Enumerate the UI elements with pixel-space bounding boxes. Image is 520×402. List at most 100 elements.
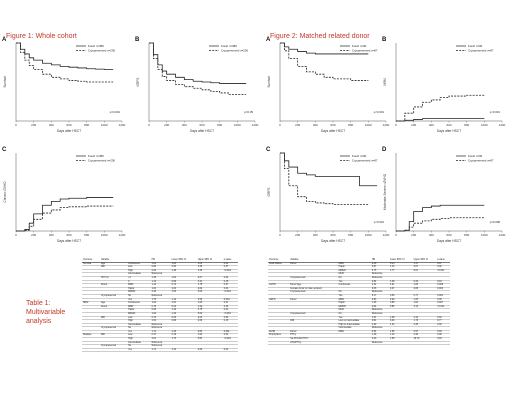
x-tick-label: 800 [464, 123, 469, 127]
table-cell: 0.04 [436, 330, 450, 335]
table-cell: MMUD [337, 269, 371, 274]
table-cell [222, 272, 238, 277]
table-cell [337, 333, 371, 339]
x-tick-label: 1000 [101, 123, 108, 127]
table-cell: Graft Failure [268, 262, 290, 267]
table-cell: Low vs Intermediate [337, 319, 371, 324]
table-cell: <0.001 [436, 269, 450, 274]
table-cell: Haplo [337, 265, 371, 270]
table-row: High vs Intermediate 1.52 1.34 2.35 0.02 [268, 323, 450, 328]
table-cell: 0.76 [150, 316, 171, 321]
table-cell: 0.15 [222, 280, 238, 285]
table-cell [289, 272, 338, 277]
x-axis-label: Days after HSCT [190, 129, 214, 133]
table-cell [268, 287, 290, 292]
table-row: GRFS Donor MRD 0.83 0.60 1.25 0.45 [268, 298, 450, 303]
table-cell: Survival [82, 262, 100, 267]
table-cell: No [127, 344, 151, 349]
panel-letter: B [382, 37, 387, 43]
table-cell [82, 298, 100, 303]
x-tick-label: 600 [199, 123, 204, 127]
x-tick-label: 1000 [234, 123, 241, 127]
table-cell [99, 272, 128, 277]
table-cell: Reference [370, 326, 389, 331]
table-row: HCT-CI ≥3 1.46 1.02 2.07 0.04 [82, 276, 238, 281]
table-cell: 2.04 [370, 305, 389, 310]
table-cell [196, 341, 223, 346]
table-row: Yes 1.71 1.12 2.60 0.01 [82, 348, 238, 353]
table-cell: 0.56 [388, 301, 413, 306]
table-cell: 1.15 [388, 333, 413, 339]
column-header [127, 259, 151, 263]
table-cell: <0.001 [222, 337, 238, 342]
table-cell: 1.02 [150, 301, 171, 306]
x-tick-label: 800 [348, 233, 353, 237]
table-cell: 0.001 [222, 330, 238, 335]
x-tick-label: 1000 [365, 123, 372, 127]
table-cell: 0.04 [222, 333, 238, 339]
table-cell: Reference [150, 344, 171, 349]
table-cell [82, 337, 100, 342]
table-row: Cryopreserved No Reference [268, 290, 450, 295]
table-cell [82, 272, 100, 277]
table-cell: Low [127, 265, 151, 270]
series-line [16, 197, 114, 232]
table-cell: Reference [370, 272, 389, 277]
series-line [16, 205, 114, 232]
table-header-row: Outcome Variable HR Lower 95% CI Upper 95% C… [82, 259, 238, 263]
table-cell: 1.81 [412, 301, 437, 306]
table-cell [436, 326, 450, 331]
table-cell: Cryopreserved [289, 290, 338, 295]
table-cell: 1.02 [170, 276, 197, 281]
table-cell: 10.70 [412, 337, 437, 342]
x-tick-label: 0 [395, 123, 397, 127]
table-cell [289, 265, 338, 270]
x-tick-label: 400 [313, 123, 318, 127]
series-line [396, 204, 485, 232]
table-cell: 1.51 [370, 316, 389, 321]
table-cell: 3.13 [412, 305, 437, 310]
table-row: Haplo 2.87 1.15 4.67 0.02 [268, 265, 450, 270]
table-cell: 4.02 [196, 290, 223, 295]
x-tick-label: 1200 [383, 123, 390, 127]
table-cell: Cryopreserved [289, 276, 338, 281]
table-cell: Reference [370, 276, 389, 281]
table-cell: 0.002 [436, 287, 450, 292]
table-cell [170, 323, 197, 328]
table-cell: MMUD [337, 305, 371, 310]
table-cell [268, 316, 290, 321]
table-row: High 3.01 1.75 5.84 <0.001 [82, 337, 238, 342]
table-cell [268, 337, 290, 342]
table-cell: GVHD [268, 283, 290, 288]
table-cell: 1.46 [170, 330, 197, 335]
table-cell: 0.46 [388, 319, 413, 324]
table-cell [196, 272, 223, 277]
y-axis-label: Moderate-Severe cGVHD [383, 173, 387, 210]
table-cell [289, 308, 338, 313]
table-cell [99, 341, 128, 346]
table-row: High 2.26 1.48 3.45 <0.001 [82, 269, 238, 274]
table-cell: 1.00 [170, 262, 197, 267]
table-cell: Donor [99, 305, 128, 310]
x-tick-label: 800 [217, 123, 222, 127]
table-row: 0 1.14 0.69 2.41 0.15 [82, 280, 238, 285]
x-tick-label: 200 [31, 233, 36, 237]
table-row: Yes 0.17 0.06 0.77 0.001 [268, 294, 450, 299]
column-header: Variable [99, 259, 128, 263]
table-cell [170, 326, 197, 331]
x-tick-label: 200 [295, 233, 300, 237]
table-cell: 0.01 [222, 308, 238, 313]
series-line [280, 42, 369, 55]
table-cell: 3.01 [150, 337, 171, 342]
table-cell: 0.77 [436, 319, 450, 324]
table-cell: 1.52 [370, 323, 389, 328]
table-cell [196, 344, 223, 349]
table-row: MMUD 1.62 1.16 5.00 <0.001 [82, 312, 238, 317]
table-cell: Haplo [127, 287, 151, 292]
table-cell: 0.60 [388, 298, 413, 303]
table-cell: 0.45 [436, 298, 450, 303]
legend-entry: Fresh n=90 [468, 44, 483, 48]
table-cell [268, 326, 290, 331]
table-cell [82, 280, 100, 285]
series-line [396, 118, 485, 122]
